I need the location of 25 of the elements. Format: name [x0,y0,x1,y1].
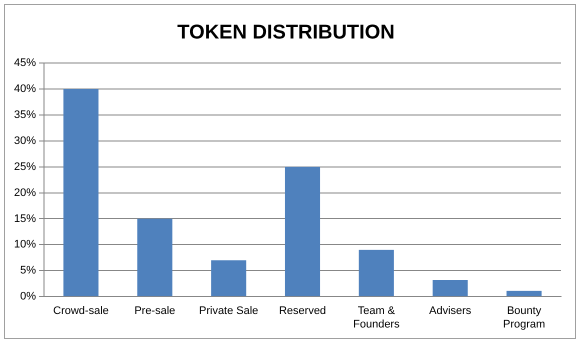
y-tick-label: 30% [14,134,36,147]
x-tick-label: Bounty Program [502,305,546,330]
y-tick-label: 10% [14,238,36,251]
y-tick-label: 15% [14,212,36,225]
y-tick-label: 5% [20,264,36,277]
chart-title: TOKEN DISTRIBUTION [177,22,395,44]
y-tick-label: 20% [14,186,36,199]
x-tick-label: Team & Founders [353,305,400,330]
y-tick-label: 0% [20,290,36,303]
y-tick-label: 35% [14,108,36,121]
bar [284,166,320,296]
y-tick-label: 45% [14,57,36,70]
bar [211,260,246,296]
bar [432,280,468,296]
x-tick-label: Pre-sale [134,305,176,318]
x-tick-label: Advisers [429,305,472,318]
y-tick-label: 40% [14,82,36,95]
bar [358,250,394,296]
bar [137,218,172,296]
bar [63,88,98,296]
x-tick-label: Crowd-sale [53,305,109,318]
x-tick-label: Reserved [278,305,326,318]
bar [506,290,542,296]
x-tick-label: Private Sale [198,305,258,318]
y-tick-label: 25% [14,160,36,173]
